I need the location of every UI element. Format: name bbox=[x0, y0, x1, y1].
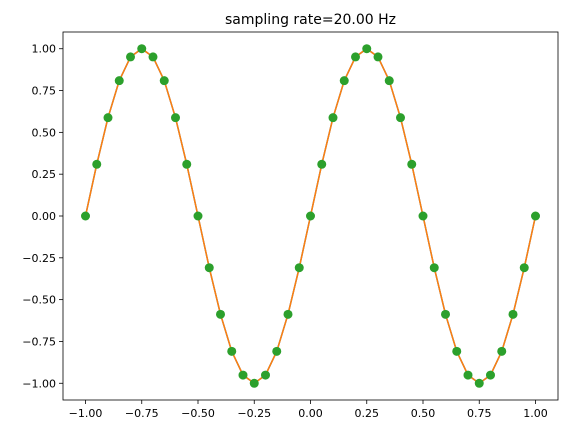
sample-point bbox=[182, 159, 192, 169]
sample-point bbox=[249, 378, 259, 388]
sample-point bbox=[306, 211, 315, 221]
sample-point bbox=[317, 159, 327, 169]
sample-point bbox=[216, 309, 225, 319]
sample-point bbox=[294, 263, 304, 273]
sample-point bbox=[126, 52, 135, 62]
x-tick-label: −0.25 bbox=[237, 407, 271, 420]
axes-layer: −1.00 −0.75 −0.50 −0.25 0.00 0.25 0.50 0.75 1.00… bbox=[22, 31, 559, 420]
sample-point bbox=[137, 44, 147, 54]
sample-point bbox=[519, 263, 529, 273]
x-tick-label: −0.75 bbox=[125, 407, 159, 420]
series-layer bbox=[81, 44, 540, 388]
chart-title: sampling rate=20.00 Hz bbox=[225, 12, 396, 28]
sample-point bbox=[261, 370, 270, 380]
sample-point bbox=[373, 52, 383, 62]
sample-point bbox=[159, 76, 169, 86]
x-tick-label: 0.75 bbox=[467, 407, 492, 420]
y-tick-label: −0.75 bbox=[22, 335, 56, 348]
sample-point bbox=[452, 346, 462, 356]
sample-point bbox=[193, 211, 203, 221]
sample-point bbox=[474, 378, 484, 388]
sample-point bbox=[204, 263, 214, 273]
sample-point bbox=[328, 113, 338, 123]
sample-point bbox=[497, 346, 507, 356]
y-tick-label: 0.00 bbox=[32, 210, 57, 223]
sample-point bbox=[463, 370, 473, 380]
y-tick-label: −0.25 bbox=[22, 252, 56, 265]
sample-point bbox=[418, 211, 428, 221]
sample-point bbox=[81, 211, 90, 221]
x-tick-label: 1.00 bbox=[523, 407, 548, 420]
sample-point bbox=[283, 309, 293, 319]
x-tick-label: −0.50 bbox=[181, 407, 215, 420]
y-tick-label: 0.75 bbox=[32, 85, 57, 98]
sample-point bbox=[396, 113, 405, 123]
sample-point bbox=[339, 76, 349, 86]
sample-point bbox=[441, 309, 450, 319]
y-tick-label: 0.25 bbox=[32, 168, 57, 181]
y-tick-label: −0.50 bbox=[22, 294, 56, 307]
sample-point bbox=[148, 52, 158, 62]
sample-point bbox=[92, 159, 102, 169]
sample-point bbox=[407, 159, 417, 169]
sample-point bbox=[103, 113, 113, 123]
sample-point bbox=[508, 309, 518, 319]
sample-point bbox=[531, 211, 540, 221]
y-tick-label: 0.50 bbox=[32, 126, 57, 139]
sample-point bbox=[384, 76, 394, 86]
x-tick-label: −1.00 bbox=[69, 407, 103, 420]
x-tick-label: 0.50 bbox=[411, 407, 436, 420]
sample-point bbox=[114, 76, 124, 86]
sample-point bbox=[486, 370, 495, 380]
sample-point bbox=[351, 52, 360, 62]
sample-point bbox=[272, 346, 282, 356]
y-tick-label: 1.00 bbox=[32, 43, 57, 56]
y-tick-label: −1.00 bbox=[22, 377, 56, 390]
x-tick-label: 0.25 bbox=[355, 407, 380, 420]
sample-point bbox=[429, 263, 439, 273]
sample-point bbox=[227, 346, 237, 356]
sample-point bbox=[362, 44, 372, 54]
sample-point bbox=[238, 370, 248, 380]
x-tick-label: 0.00 bbox=[298, 407, 323, 420]
sample-point bbox=[171, 113, 180, 123]
